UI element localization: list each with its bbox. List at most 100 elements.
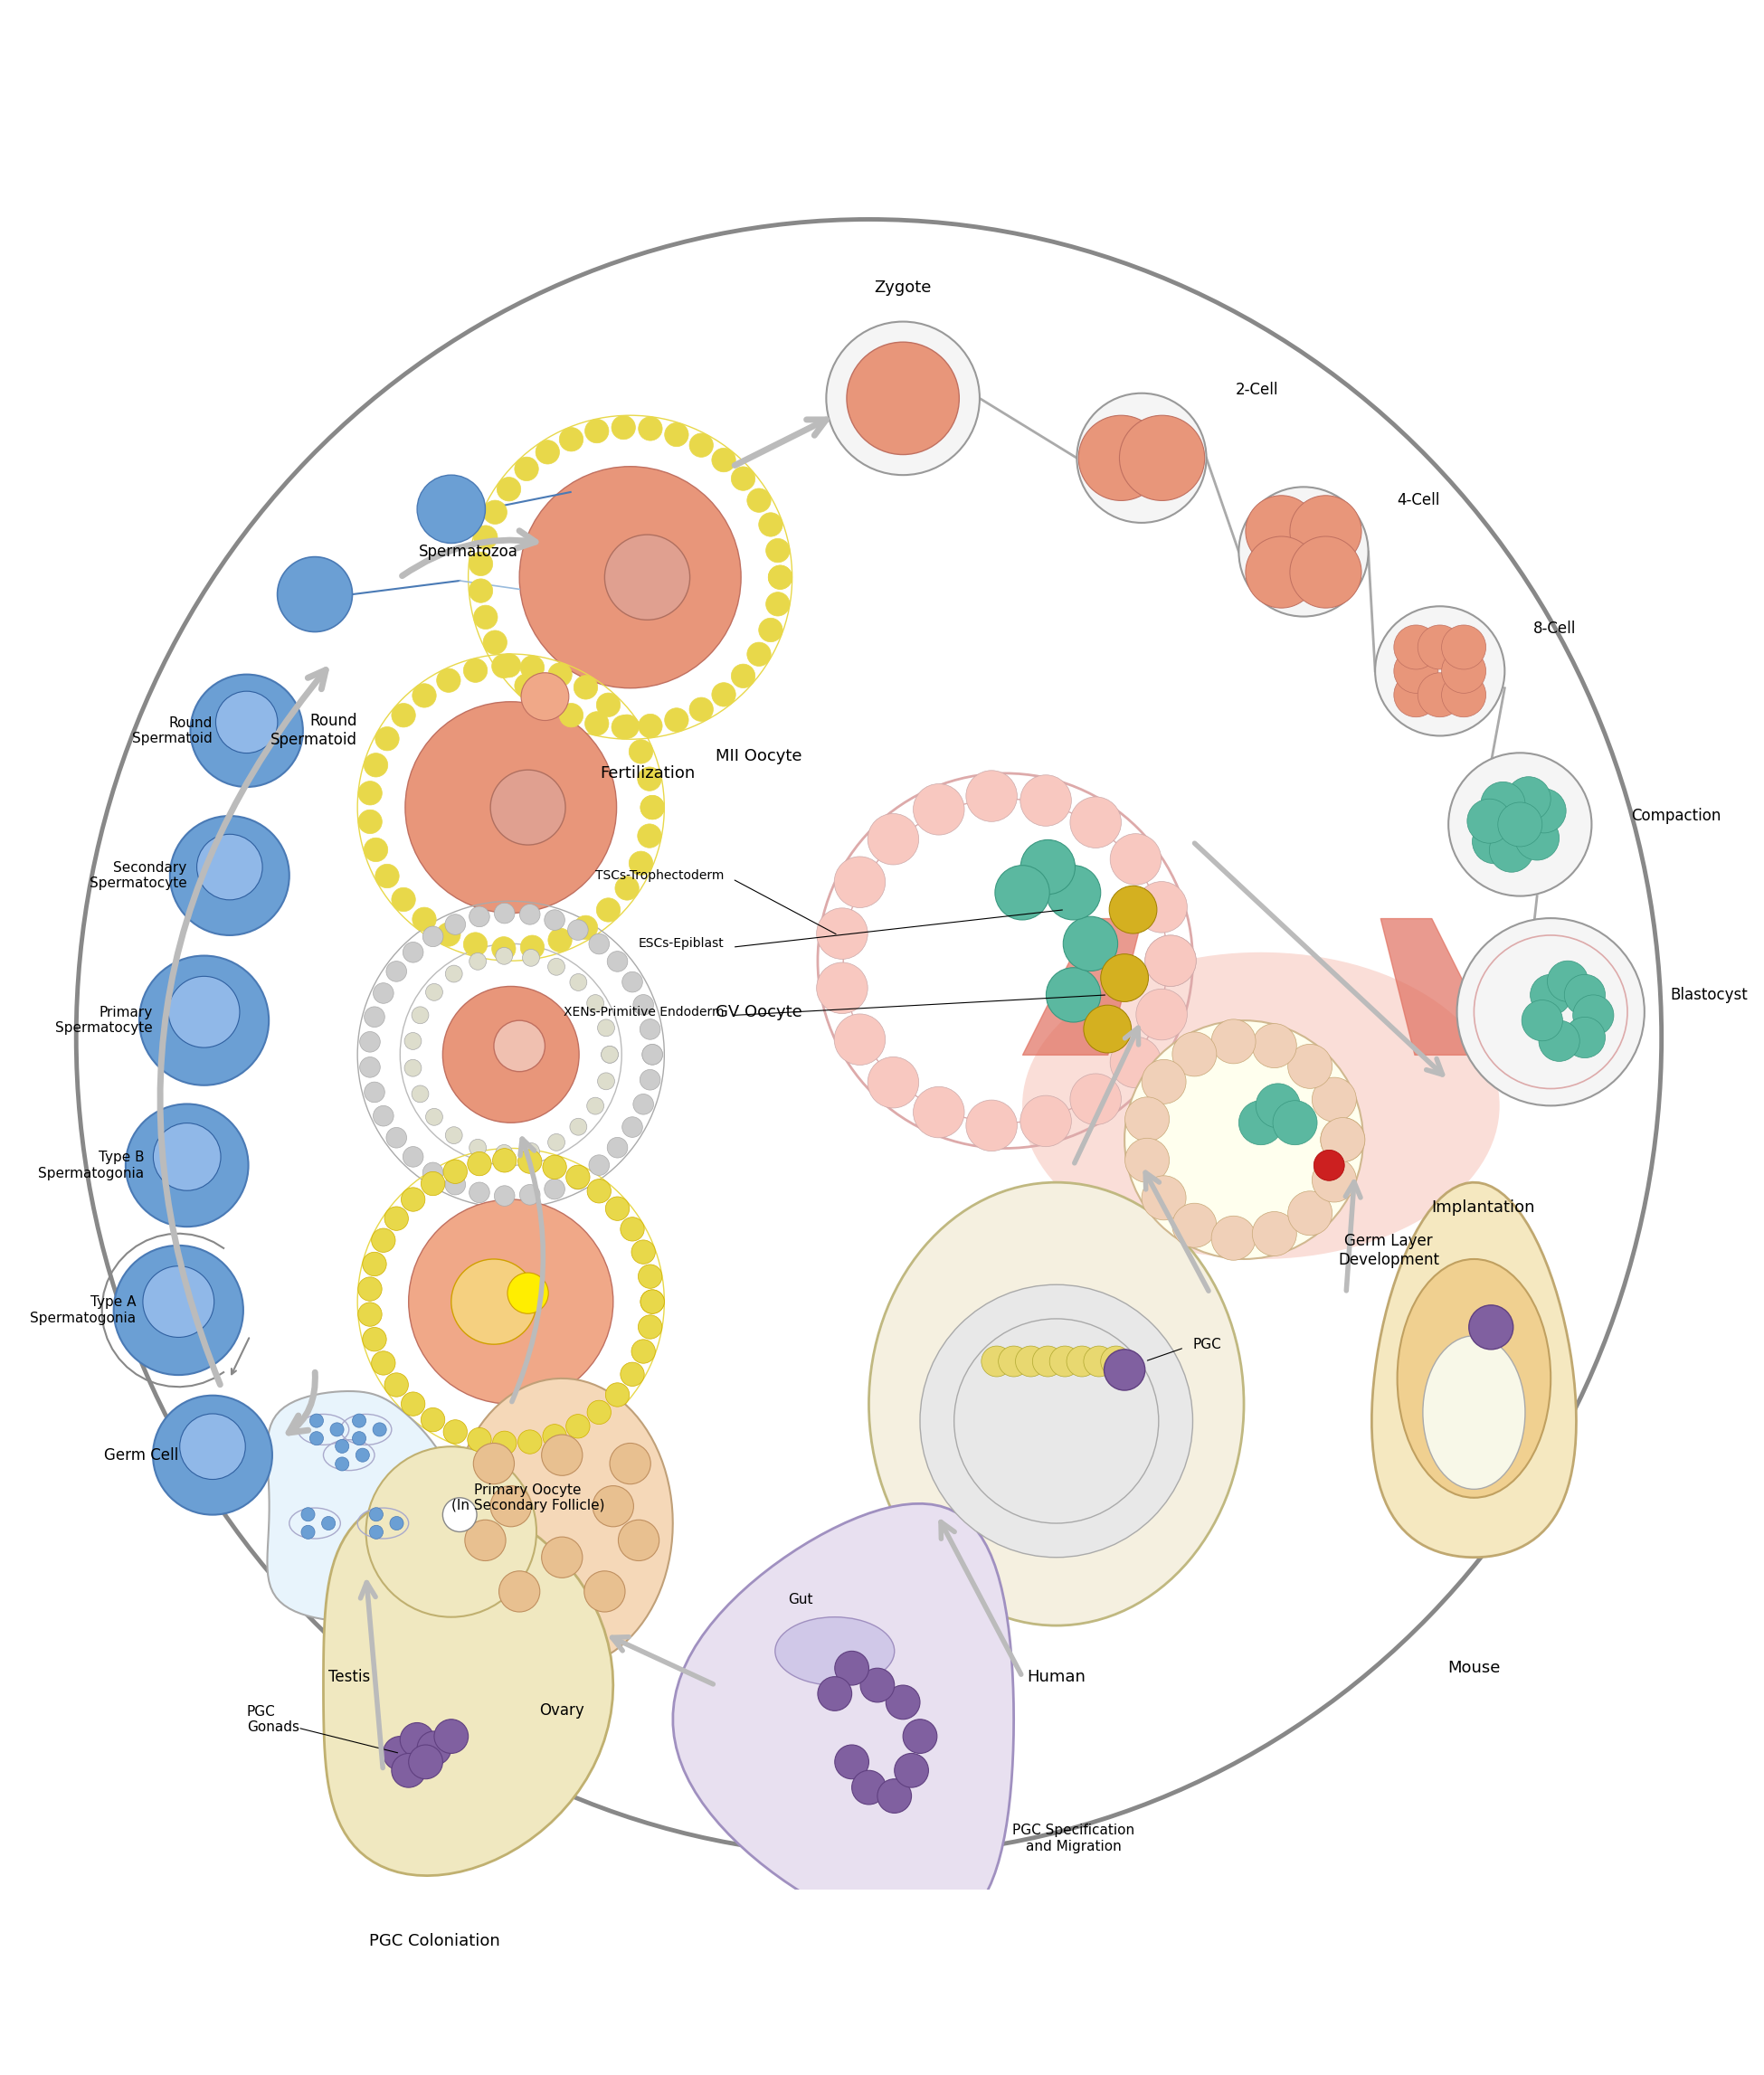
Circle shape <box>302 1509 314 1521</box>
Text: Implantation: Implantation <box>1431 1199 1535 1216</box>
Circle shape <box>1441 649 1485 693</box>
Circle shape <box>732 467 755 490</box>
Circle shape <box>914 1087 965 1137</box>
Circle shape <box>519 1430 542 1455</box>
Circle shape <box>877 1778 912 1814</box>
Circle shape <box>452 1260 536 1345</box>
Circle shape <box>746 488 771 513</box>
Circle shape <box>921 1284 1192 1558</box>
Text: MII Oocyte: MII Oocyte <box>716 749 803 764</box>
Circle shape <box>215 691 277 753</box>
Text: Blastocyst: Blastocyst <box>1671 988 1748 1002</box>
Circle shape <box>499 1571 540 1612</box>
Ellipse shape <box>1424 1336 1526 1490</box>
Circle shape <box>365 1446 536 1616</box>
Circle shape <box>497 477 520 500</box>
Circle shape <box>363 1081 385 1102</box>
Circle shape <box>1110 1038 1161 1087</box>
Circle shape <box>861 1668 894 1702</box>
Circle shape <box>443 1160 467 1183</box>
Circle shape <box>363 1251 386 1276</box>
Text: Human: Human <box>1027 1668 1085 1685</box>
Text: ESCs-Epiblast: ESCs-Epiblast <box>639 938 723 950</box>
Circle shape <box>732 664 755 689</box>
Circle shape <box>995 865 1050 919</box>
Ellipse shape <box>774 1616 894 1685</box>
Circle shape <box>1288 1191 1332 1235</box>
Circle shape <box>522 1143 540 1160</box>
Circle shape <box>1547 961 1588 1002</box>
Circle shape <box>475 606 497 629</box>
Circle shape <box>570 973 587 992</box>
Text: PGC
Gonads: PGC Gonads <box>247 1706 300 1735</box>
Circle shape <box>1394 625 1438 670</box>
Circle shape <box>358 1276 381 1301</box>
Circle shape <box>475 525 497 550</box>
Text: Mouse: Mouse <box>1448 1660 1501 1677</box>
Circle shape <box>496 948 513 965</box>
Circle shape <box>473 1444 515 1484</box>
Circle shape <box>1473 820 1517 863</box>
Circle shape <box>425 1108 443 1125</box>
Circle shape <box>437 923 460 946</box>
Circle shape <box>566 1166 589 1189</box>
Circle shape <box>587 1098 603 1114</box>
Circle shape <box>630 739 653 764</box>
Circle shape <box>360 1031 381 1052</box>
Circle shape <box>586 419 609 442</box>
Text: PGC Specification
and Migration: PGC Specification and Migration <box>1013 1824 1134 1853</box>
Circle shape <box>769 564 792 589</box>
Circle shape <box>559 703 584 726</box>
Circle shape <box>409 1199 614 1405</box>
Circle shape <box>413 683 436 708</box>
Circle shape <box>402 1147 423 1166</box>
Circle shape <box>443 1419 467 1444</box>
Circle shape <box>1020 1096 1071 1147</box>
Circle shape <box>587 1179 610 1204</box>
Circle shape <box>1480 782 1526 826</box>
Circle shape <box>1101 1347 1131 1376</box>
Circle shape <box>759 618 783 641</box>
Circle shape <box>445 965 462 981</box>
Circle shape <box>589 1156 609 1174</box>
Circle shape <box>642 1044 663 1064</box>
Text: PGC Coloniation: PGC Coloniation <box>369 1932 499 1948</box>
Circle shape <box>868 813 919 865</box>
Circle shape <box>1046 865 1101 919</box>
Circle shape <box>1565 975 1605 1015</box>
Circle shape <box>543 1423 566 1448</box>
Circle shape <box>376 726 399 751</box>
Circle shape <box>818 1677 852 1710</box>
Circle shape <box>390 1517 404 1529</box>
Circle shape <box>372 1228 395 1251</box>
Circle shape <box>1441 625 1485 670</box>
Circle shape <box>536 691 559 714</box>
Circle shape <box>522 948 540 967</box>
Circle shape <box>605 535 690 620</box>
Circle shape <box>640 1019 660 1040</box>
Circle shape <box>1032 1347 1064 1376</box>
Circle shape <box>515 674 538 697</box>
Circle shape <box>589 934 609 954</box>
Circle shape <box>817 963 868 1013</box>
Circle shape <box>369 1525 383 1540</box>
Circle shape <box>445 1174 466 1195</box>
Circle shape <box>425 984 443 1000</box>
Circle shape <box>1064 917 1118 971</box>
Circle shape <box>490 1486 531 1527</box>
Circle shape <box>113 1245 243 1376</box>
Circle shape <box>612 415 635 440</box>
Circle shape <box>621 1363 644 1386</box>
Circle shape <box>1245 496 1318 566</box>
Circle shape <box>423 1162 443 1183</box>
Circle shape <box>713 683 736 706</box>
Circle shape <box>1071 1073 1122 1125</box>
Circle shape <box>372 1423 386 1436</box>
Circle shape <box>1515 815 1559 861</box>
Circle shape <box>886 1685 921 1720</box>
Text: Compaction: Compaction <box>1630 807 1720 824</box>
Circle shape <box>1312 1158 1357 1201</box>
Circle shape <box>169 815 289 936</box>
Circle shape <box>369 1509 383 1521</box>
Circle shape <box>549 1133 564 1152</box>
